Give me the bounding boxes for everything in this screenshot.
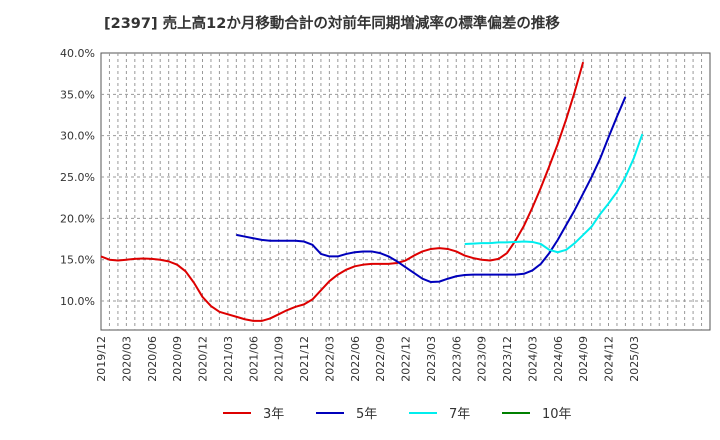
y-tick-label: 35.0% (60, 88, 95, 101)
legend: 3年 5年 7年 10年 (223, 407, 572, 422)
x-tick-label: 2022/09 (374, 336, 387, 382)
x-tick-label: 2021/06 (247, 336, 260, 382)
y-tick-label: 30.0% (60, 130, 95, 143)
x-tick-label: 2024/12 (603, 336, 616, 382)
x-tick-label: 2019/12 (95, 336, 108, 382)
y-tick-label: 40.0% (60, 47, 95, 60)
x-tick-label: 2020/09 (171, 336, 184, 382)
x-tick-label: 2023/03 (425, 336, 438, 382)
series-line-1 (100, 61, 585, 322)
x-tick-label: 2023/09 (476, 336, 489, 382)
x-tick-label: 2020/12 (197, 336, 210, 382)
x-tick-label: 2024/09 (577, 336, 590, 382)
legend-label-3: 7年 (449, 407, 470, 422)
x-tick-label: 2025/03 (628, 336, 641, 382)
x-tick-label: 2021/09 (273, 336, 286, 382)
legend-label-4: 10年 (542, 407, 572, 422)
x-tick-label: 2021/03 (222, 336, 235, 382)
x-tick-label: 2022/06 (349, 336, 362, 382)
series-line-3 (464, 133, 644, 254)
x-tick-label: 2020/03 (120, 336, 133, 382)
x-axis-ticks: 2019/12 2020/03 2020/06 2020/09 2020/12 2021/… (95, 336, 641, 382)
y-tick-label: 10.0% (60, 295, 95, 308)
y-axis-ticks: 10.0% 15.0% 20.0% 25.0% 30.0% 35.0% 40.0% (60, 47, 95, 308)
grid-lines (101, 53, 710, 330)
y-tick-label: 20.0% (60, 212, 95, 225)
series-lines (100, 61, 644, 322)
x-tick-label: 2022/12 (400, 336, 413, 382)
x-tick-label: 2021/12 (298, 336, 311, 382)
x-tick-label: 2023/06 (450, 336, 463, 382)
y-tick-label: 15.0% (60, 254, 95, 267)
chart-title: [2397] 売上高12か月移動合計の対前年同期増減率の標準偏差の推移 (104, 16, 560, 32)
y-tick-label: 25.0% (60, 171, 95, 184)
legend-label-2: 5年 (356, 407, 377, 422)
x-tick-label: 2020/06 (146, 336, 159, 382)
series-line-2 (236, 96, 627, 284)
x-tick-label: 2024/06 (552, 336, 565, 382)
x-tick-label: 2022/03 (323, 336, 336, 382)
x-tick-label: 2023/12 (501, 336, 514, 382)
legend-label-1: 3年 (263, 407, 284, 422)
x-tick-label: 2024/03 (526, 336, 539, 382)
